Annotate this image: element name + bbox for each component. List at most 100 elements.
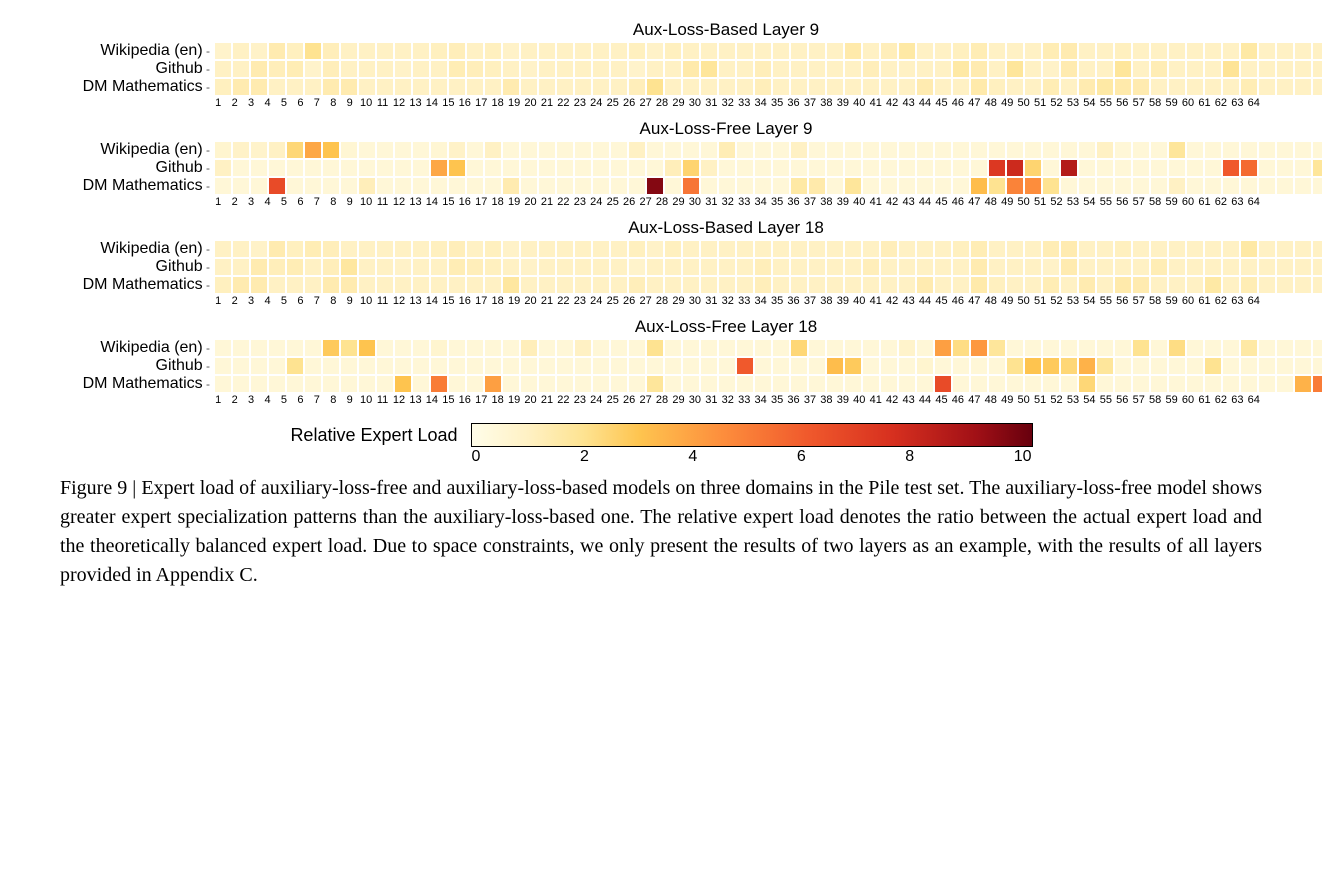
x-label: 41 — [868, 295, 884, 307]
heatmap-cell — [736, 276, 754, 294]
heatmap-cell — [664, 159, 682, 177]
x-label: 1 — [210, 394, 226, 406]
heatmap-cell — [358, 240, 376, 258]
heatmap-cell — [340, 177, 358, 195]
heatmap-cell — [646, 375, 664, 393]
heatmap-cell — [1294, 240, 1312, 258]
heatmap-cell — [844, 42, 862, 60]
heatmap-cell — [700, 375, 718, 393]
heatmap-cell — [286, 159, 304, 177]
heatmap-cell — [1222, 276, 1240, 294]
heatmap-cell — [556, 60, 574, 78]
x-label: 48 — [983, 196, 999, 208]
x-label: 4 — [259, 295, 275, 307]
x-label: 52 — [1048, 196, 1064, 208]
heatmap-cell — [736, 60, 754, 78]
x-label: 1 — [210, 196, 226, 208]
colorbar-row: Relative Expert Load 0246810 — [60, 424, 1262, 446]
heatmap-cell — [502, 339, 520, 357]
heatmap-cell — [1096, 276, 1114, 294]
heatmap-cell — [1258, 159, 1276, 177]
x-label: 22 — [555, 394, 571, 406]
heatmap-cell — [286, 141, 304, 159]
heatmap-cell — [1258, 240, 1276, 258]
x-label: 10 — [358, 394, 374, 406]
heatmap-cell — [520, 60, 538, 78]
x-label: 60 — [1180, 295, 1196, 307]
heatmap-cell — [790, 60, 808, 78]
heatmap-cell — [1150, 42, 1168, 60]
y-label: Github — [156, 159, 210, 177]
heatmap-cell — [232, 357, 250, 375]
heatmap-cell — [538, 141, 556, 159]
heatmap-cell — [520, 375, 538, 393]
heatmap-cell — [1222, 177, 1240, 195]
heatmap-cell — [934, 177, 952, 195]
heatmap-cell — [1312, 276, 1322, 294]
heatmap-cell — [232, 339, 250, 357]
heatmap-cell — [1060, 375, 1078, 393]
heatmap-cell — [412, 276, 430, 294]
heatmap-cell — [862, 276, 880, 294]
heatmap-cell — [952, 339, 970, 357]
heatmap-cell — [592, 141, 610, 159]
heatmap-cell — [1006, 60, 1024, 78]
heatmap-cell — [898, 177, 916, 195]
heatmap-cell — [214, 276, 232, 294]
heatmap-cell — [610, 177, 628, 195]
heatmap-cell — [430, 276, 448, 294]
heatmap-cell — [214, 78, 232, 96]
heatmap-cell — [358, 42, 376, 60]
heatmap-cell — [304, 357, 322, 375]
heatmap-cell — [808, 42, 826, 60]
x-label: 23 — [572, 196, 588, 208]
heatmap-cell — [1186, 240, 1204, 258]
heatmap-cell — [826, 240, 844, 258]
x-label: 63 — [1229, 97, 1245, 109]
heatmap-cell — [1222, 258, 1240, 276]
heatmap-cell — [1006, 78, 1024, 96]
x-label: 19 — [506, 196, 522, 208]
x-label: 47 — [966, 97, 982, 109]
heatmap-cell — [790, 177, 808, 195]
heatmap-cell — [1132, 177, 1150, 195]
heatmap-cell — [1114, 60, 1132, 78]
heatmap-cell — [1150, 339, 1168, 357]
x-label: 50 — [1015, 196, 1031, 208]
heatmap-cell — [1276, 339, 1294, 357]
heatmap-cell — [790, 375, 808, 393]
x-label: 58 — [1147, 295, 1163, 307]
heatmap-cell — [916, 159, 934, 177]
heatmap-cell — [286, 258, 304, 276]
x-label: 46 — [950, 97, 966, 109]
heatmap-cell — [610, 60, 628, 78]
heatmap-cell — [358, 276, 376, 294]
heatmap-cell — [232, 240, 250, 258]
heatmap-cell — [466, 276, 484, 294]
heatmap-cell — [610, 240, 628, 258]
heatmap-cell — [1276, 177, 1294, 195]
x-label: 64 — [1246, 394, 1262, 406]
x-label: 12 — [391, 394, 407, 406]
x-label: 19 — [506, 97, 522, 109]
x-label: 11 — [374, 295, 390, 307]
panel-title: Aux-Loss-Based Layer 18 — [190, 218, 1262, 238]
heatmap-cell — [1006, 357, 1024, 375]
heatmap-cell — [1150, 240, 1168, 258]
x-label: 38 — [818, 97, 834, 109]
heatmap-cell — [340, 375, 358, 393]
heatmap-cell — [916, 276, 934, 294]
x-label: 45 — [933, 295, 949, 307]
heatmap-cell — [268, 42, 286, 60]
y-label: Github — [156, 60, 210, 78]
heatmap-cell — [862, 42, 880, 60]
heatmap-cell — [448, 375, 466, 393]
x-label: 55 — [1098, 196, 1114, 208]
x-label: 58 — [1147, 196, 1163, 208]
heatmap-cell — [988, 258, 1006, 276]
heatmap-cell — [808, 141, 826, 159]
heatmap-cell — [268, 357, 286, 375]
heatmap-cell — [412, 177, 430, 195]
heatmap-cell — [628, 60, 646, 78]
heatmap-cell — [1024, 375, 1042, 393]
